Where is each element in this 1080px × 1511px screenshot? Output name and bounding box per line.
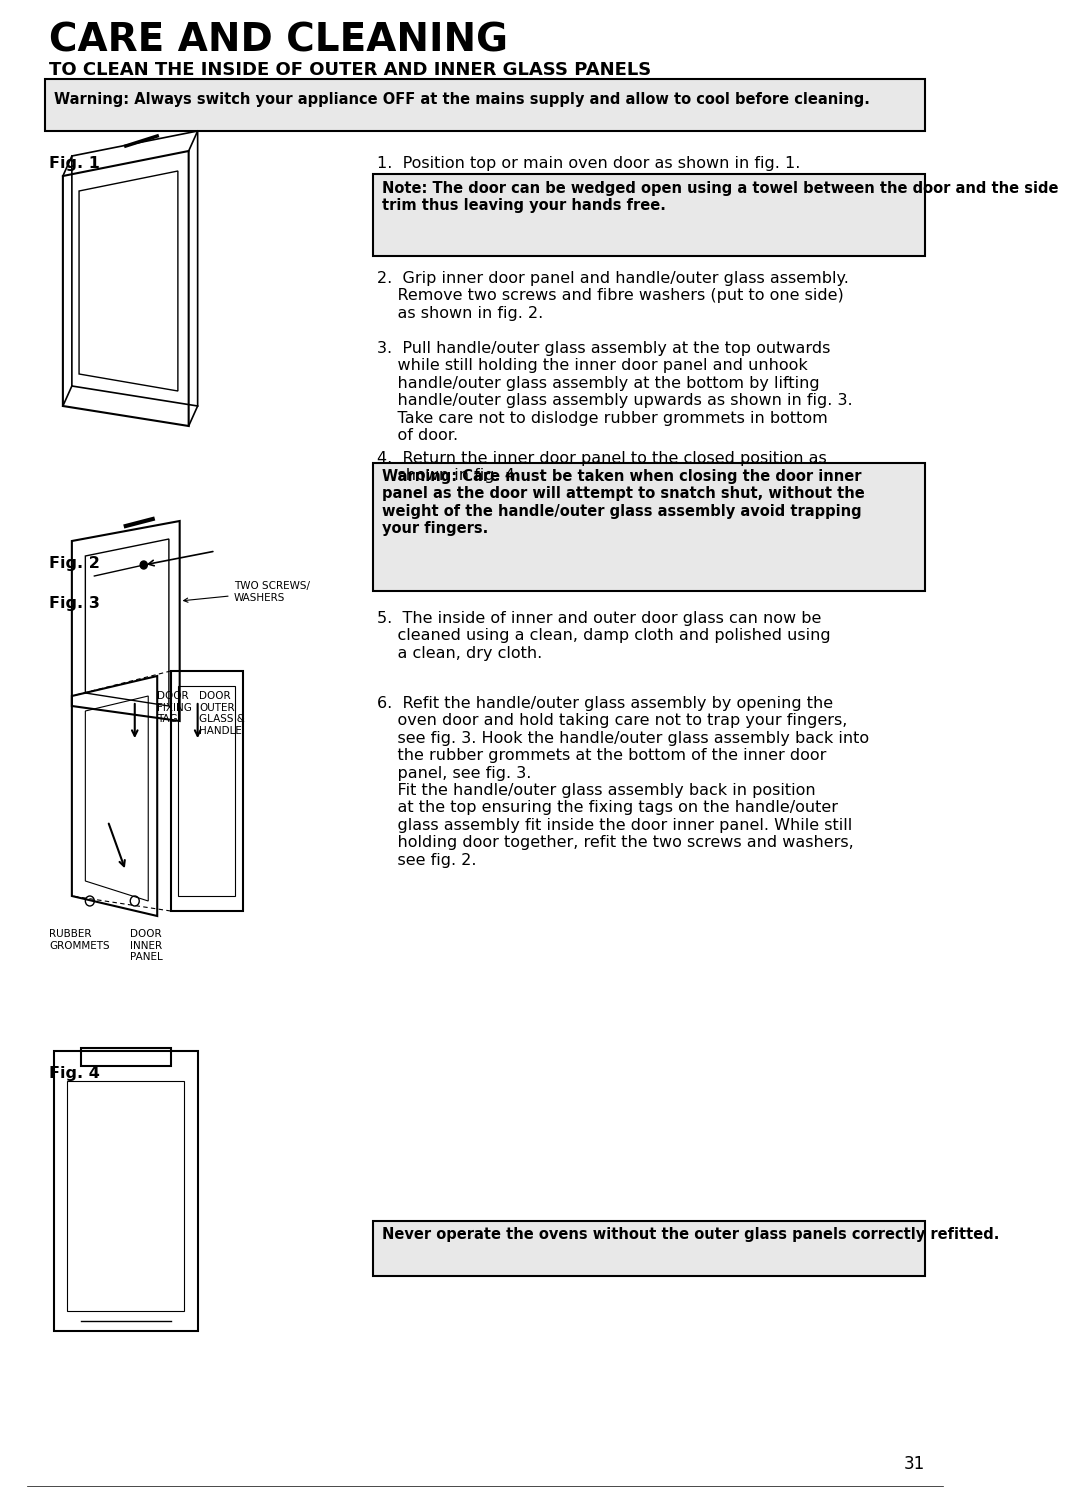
Text: 3.  Pull handle/outer glass assembly at the top outwards
    while still holding: 3. Pull handle/outer glass assembly at t… <box>377 341 853 443</box>
Text: TWO SCREWS/
WASHERS: TWO SCREWS/ WASHERS <box>184 582 310 603</box>
Text: Warning: Care must be taken when closing the door inner
panel as the door will a: Warning: Care must be taken when closing… <box>382 468 865 536</box>
Text: RUBBER
GROMMETS: RUBBER GROMMETS <box>50 929 110 950</box>
FancyBboxPatch shape <box>45 79 926 131</box>
FancyBboxPatch shape <box>373 462 926 591</box>
Text: Fig. 4: Fig. 4 <box>50 1065 100 1080</box>
Circle shape <box>140 561 147 570</box>
Bar <box>54 1052 198 1331</box>
Text: 4.  Return the inner door panel to the closed position as
    shown in fig. 4.: 4. Return the inner door panel to the cl… <box>377 450 827 484</box>
Text: Never operate the ovens without the outer glass panels correctly refitted.: Never operate the ovens without the oute… <box>382 1227 999 1242</box>
Text: 1.  Position top or main oven door as shown in fig. 1.: 1. Position top or main oven door as sho… <box>377 156 800 171</box>
Text: Note: The door can be wedged open using a towel between the door and the side tr: Note: The door can be wedged open using … <box>382 181 1058 213</box>
FancyBboxPatch shape <box>373 1221 926 1275</box>
Text: DOOR
INNER
PANEL: DOOR INNER PANEL <box>131 929 163 963</box>
Text: 6.  Refit the handle/outer glass assembly by opening the
    oven door and hold : 6. Refit the handle/outer glass assembly… <box>377 697 869 867</box>
Text: 5.  The inside of inner and outer door glass can now be
    cleaned using a clea: 5. The inside of inner and outer door gl… <box>377 610 831 660</box>
Text: Warning: Always switch your appliance OFF at the mains supply and allow to cool : Warning: Always switch your appliance OF… <box>54 92 869 107</box>
Text: 31: 31 <box>904 1455 926 1473</box>
Text: TO CLEAN THE INSIDE OF OUTER AND INNER GLASS PANELS: TO CLEAN THE INSIDE OF OUTER AND INNER G… <box>50 60 651 79</box>
Text: CARE AND CLEANING: CARE AND CLEANING <box>50 21 509 59</box>
Bar <box>67 1080 185 1312</box>
Bar <box>81 1049 171 1065</box>
Text: Fig. 1: Fig. 1 <box>50 156 100 171</box>
Text: Fig. 2: Fig. 2 <box>50 556 100 571</box>
Text: Fig. 3: Fig. 3 <box>50 595 100 610</box>
Text: DOOR
OUTER
GLASS &
HANDLE: DOOR OUTER GLASS & HANDLE <box>200 691 245 736</box>
FancyBboxPatch shape <box>373 174 926 255</box>
Text: 2.  Grip inner door panel and handle/outer glass assembly.
    Remove two screws: 2. Grip inner door panel and handle/oute… <box>377 270 849 320</box>
Text: DOOR
FIXING
TAG: DOOR FIXING TAG <box>158 691 192 724</box>
